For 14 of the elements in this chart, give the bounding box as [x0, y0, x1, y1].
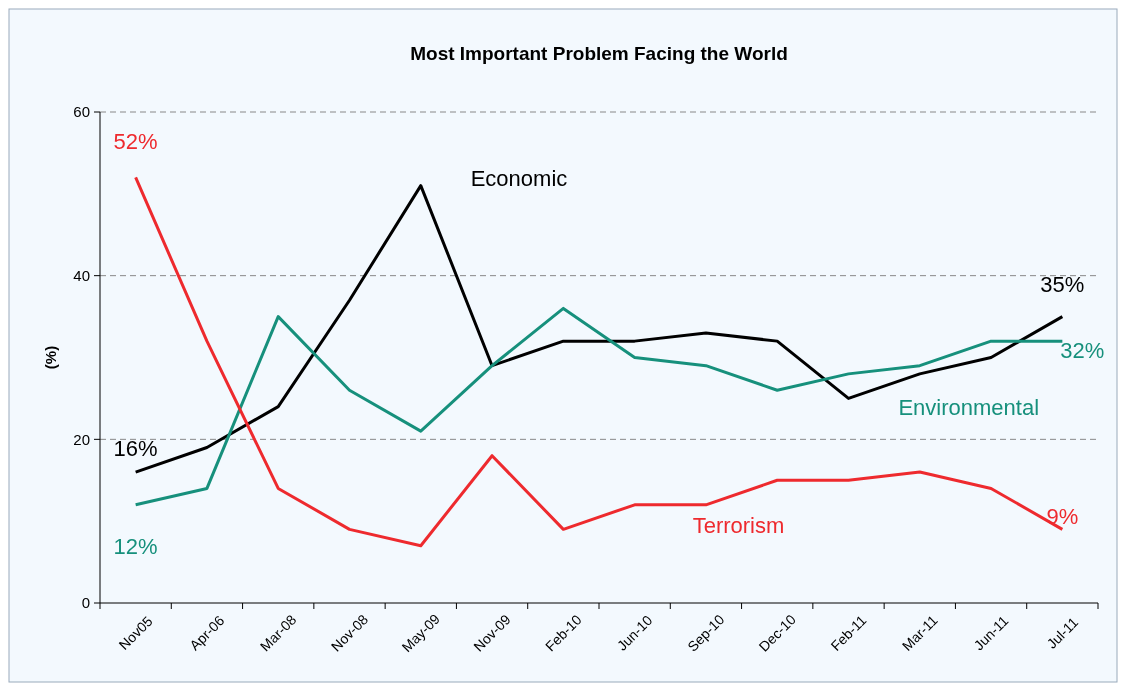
text: Economic — [470, 165, 568, 191]
y-axis-title: (%) — [42, 345, 59, 370]
annotation: 52% — [113, 128, 158, 154]
annotation: 35% — [1040, 272, 1085, 298]
chart-title: Most Important Problem Facing the World — [410, 43, 788, 64]
series-label: Terrorism — [692, 513, 785, 539]
y-tick-label: 20 — [73, 430, 90, 448]
annotation: 32% — [1060, 337, 1105, 363]
y-tick-label: 60 — [73, 103, 90, 121]
annotation: 16% — [113, 435, 158, 461]
y-tick-label: 0 — [81, 594, 90, 612]
y-tick-label: 40 — [73, 266, 90, 284]
series-label: Environmental — [898, 394, 1040, 420]
annotation: 12% — [113, 533, 158, 559]
